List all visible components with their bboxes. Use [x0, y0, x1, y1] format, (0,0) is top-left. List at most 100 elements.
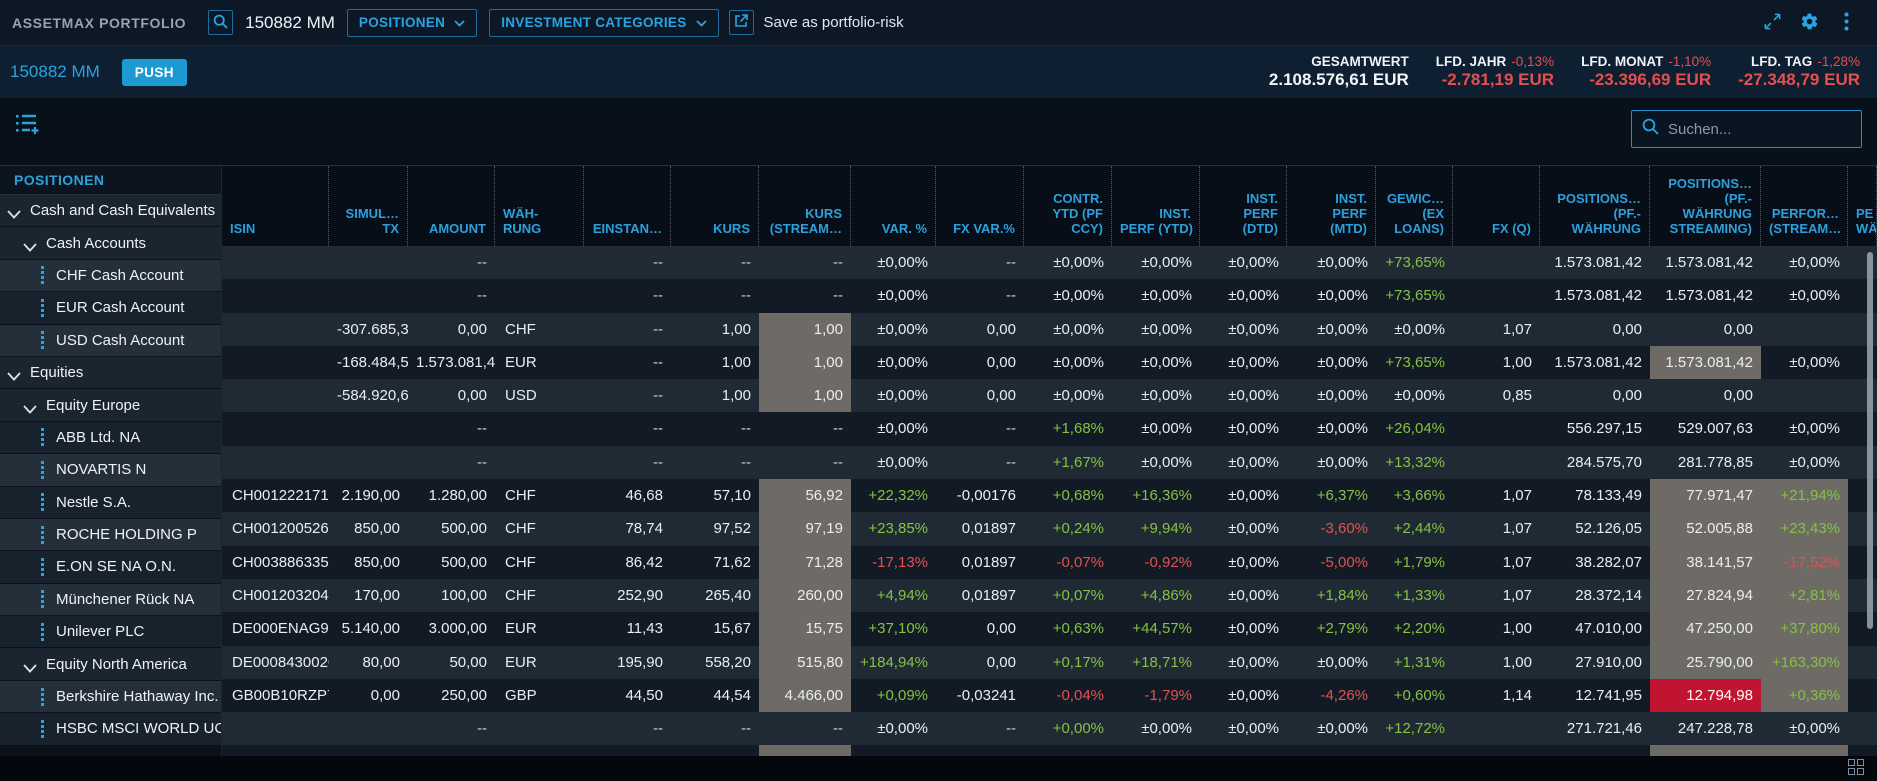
- table-cell[interactable]: +22,32%: [851, 479, 936, 512]
- table-cell[interactable]: 15,67: [671, 612, 759, 645]
- sidebar-item[interactable]: Equity Europe: [0, 389, 221, 421]
- table-cell[interactable]: [1761, 379, 1848, 412]
- table-row[interactable]: DE000ENAG9995.140,003.000,00EUR11,4315,6…: [222, 612, 1877, 645]
- table-cell[interactable]: 260,00: [759, 579, 851, 612]
- table-cell[interactable]: -0,00176: [936, 479, 1024, 512]
- table-cell[interactable]: [1453, 446, 1540, 479]
- table-cell[interactable]: +1,79%: [1376, 546, 1453, 579]
- table-cell[interactable]: +37,80%: [1761, 612, 1848, 645]
- table-cell[interactable]: -4,26%: [1287, 679, 1376, 712]
- settings-button[interactable]: [1798, 12, 1820, 34]
- table-cell[interactable]: -17,52%: [1761, 546, 1848, 579]
- table-cell[interactable]: +9,01%: [1112, 745, 1200, 756]
- table-cell[interactable]: 4.466,00: [759, 679, 851, 712]
- table-cell[interactable]: +1,33%: [1376, 579, 1453, 612]
- table-cell[interactable]: DE000ENAG999: [222, 612, 329, 645]
- table-cell[interactable]: 0,00: [936, 646, 1024, 679]
- table-cell[interactable]: ±0,00%: [1200, 646, 1287, 679]
- table-cell[interactable]: 850,00: [329, 546, 408, 579]
- table-cell[interactable]: --: [584, 446, 671, 479]
- table-cell[interactable]: ±0,00%: [1200, 612, 1287, 645]
- table-cell[interactable]: +23,43%: [1761, 512, 1848, 545]
- table-cell[interactable]: ±0,00%: [851, 246, 936, 279]
- table-cell[interactable]: -5,00%: [1287, 546, 1376, 579]
- table-row[interactable]: --------±0,00%--+0,00%±0,00%±0,00%±0,00%…: [222, 712, 1877, 745]
- table-cell[interactable]: 1,07: [1453, 546, 1540, 579]
- table-cell[interactable]: +1,67%: [1024, 446, 1112, 479]
- table-cell[interactable]: 27.910,00: [1540, 646, 1650, 679]
- vertical-scrollbar[interactable]: [1867, 252, 1873, 629]
- table-cell[interactable]: 1.573.081,42: [408, 346, 495, 379]
- table-cell[interactable]: CHF: [495, 512, 584, 545]
- column-header[interactable]: PERFOR…(STREAM…: [1761, 166, 1848, 246]
- table-cell[interactable]: +18,71%: [1112, 646, 1200, 679]
- table-cell[interactable]: +23,85%: [851, 512, 936, 545]
- table-cell[interactable]: 12.794,98: [1650, 679, 1761, 712]
- sidebar-item[interactable]: Unilever PLC: [0, 616, 221, 648]
- table-cell[interactable]: +3,92%: [1376, 745, 1453, 756]
- table-cell[interactable]: ±0,00%: [851, 379, 936, 412]
- table-cell[interactable]: --: [671, 246, 759, 279]
- table-cell[interactable]: USD: [495, 379, 584, 412]
- table-cell[interactable]: +6,37%: [1287, 479, 1376, 512]
- column-header[interactable]: INST.PERF(MTD): [1287, 166, 1376, 246]
- table-cell[interactable]: -0,07%: [1024, 546, 1112, 579]
- table-cell[interactable]: ±0,00%: [1200, 313, 1287, 346]
- table-cell[interactable]: ±0,00%: [1112, 246, 1200, 279]
- table-cell[interactable]: [329, 446, 408, 479]
- table-cell[interactable]: --: [671, 279, 759, 312]
- table-cell[interactable]: --: [408, 412, 495, 445]
- table-cell[interactable]: 340,00: [329, 745, 408, 756]
- column-header[interactable]: KURS(STREAM…: [759, 166, 851, 246]
- drag-handle-icon[interactable]: [41, 461, 44, 479]
- table-cell[interactable]: ±0,00%: [1200, 379, 1287, 412]
- table-cell[interactable]: ±0,00%: [1287, 412, 1376, 445]
- table-cell[interactable]: 0,00400: [936, 745, 1024, 756]
- table-cell[interactable]: +2,81%: [1761, 579, 1848, 612]
- table-cell[interactable]: 500,00: [408, 546, 495, 579]
- table-cell[interactable]: 1.573.081,42: [1540, 279, 1650, 312]
- table-cell[interactable]: 1.573.081,42: [1540, 246, 1650, 279]
- column-header[interactable]: WÄH-RUNG: [495, 166, 584, 246]
- column-header[interactable]: FX VAR.%: [936, 166, 1024, 246]
- table-cell[interactable]: 15,75: [759, 612, 851, 645]
- table-cell[interactable]: +2,20%: [1376, 612, 1453, 645]
- table-cell[interactable]: --: [584, 412, 671, 445]
- table-cell[interactable]: -307.685,30: [329, 313, 408, 346]
- table-cell[interactable]: CH0012032048: [222, 579, 329, 612]
- table-cell[interactable]: --: [408, 712, 495, 745]
- table-cell[interactable]: 71,62: [671, 546, 759, 579]
- table-cell[interactable]: ±0,00%: [851, 313, 936, 346]
- table-cell[interactable]: +0,00%: [1024, 712, 1112, 745]
- table-cell[interactable]: [222, 379, 329, 412]
- table-cell[interactable]: 50,00: [408, 646, 495, 679]
- table-cell[interactable]: 38.141,57: [1650, 546, 1761, 579]
- table-cell[interactable]: 0,01897: [936, 512, 1024, 545]
- table-cell[interactable]: 86,42: [584, 546, 671, 579]
- table-cell[interactable]: ±0,00%: [1761, 346, 1848, 379]
- table-cell[interactable]: [222, 313, 329, 346]
- table-cell[interactable]: 0,85: [1453, 379, 1540, 412]
- drag-handle-icon[interactable]: [41, 590, 44, 608]
- table-cell[interactable]: ±0,00%: [1287, 346, 1376, 379]
- table-cell[interactable]: 25.790,00: [1650, 646, 1761, 679]
- table-row[interactable]: GB00B10RZP780,00250,00GBP44,5044,544.466…: [222, 679, 1877, 712]
- table-cell[interactable]: --: [936, 246, 1024, 279]
- table-cell[interactable]: 1.280,00: [408, 479, 495, 512]
- table-cell[interactable]: 71,28: [759, 546, 851, 579]
- table-cell[interactable]: ±0,00%: [1112, 446, 1200, 479]
- column-header[interactable]: EINSTAN…: [584, 166, 671, 246]
- positionen-dropdown[interactable]: POSITIONEN: [347, 9, 477, 37]
- table-cell[interactable]: 57,10: [671, 479, 759, 512]
- push-button[interactable]: PUSH: [122, 59, 187, 86]
- table-cell[interactable]: 1,00: [671, 379, 759, 412]
- table-cell[interactable]: ±0,00%: [1287, 279, 1376, 312]
- save-as-portfolio-risk-label[interactable]: Save as portfolio-risk: [764, 14, 904, 31]
- table-cell[interactable]: 46,68: [584, 479, 671, 512]
- table-cell[interactable]: CHF: [495, 579, 584, 612]
- drag-handle-icon[interactable]: [41, 688, 44, 706]
- column-header[interactable]: ISIN: [222, 166, 329, 246]
- table-cell[interactable]: +184,94%: [851, 646, 936, 679]
- table-cell[interactable]: ±0,00%: [1112, 712, 1200, 745]
- table-cell[interactable]: -0,03241: [936, 679, 1024, 712]
